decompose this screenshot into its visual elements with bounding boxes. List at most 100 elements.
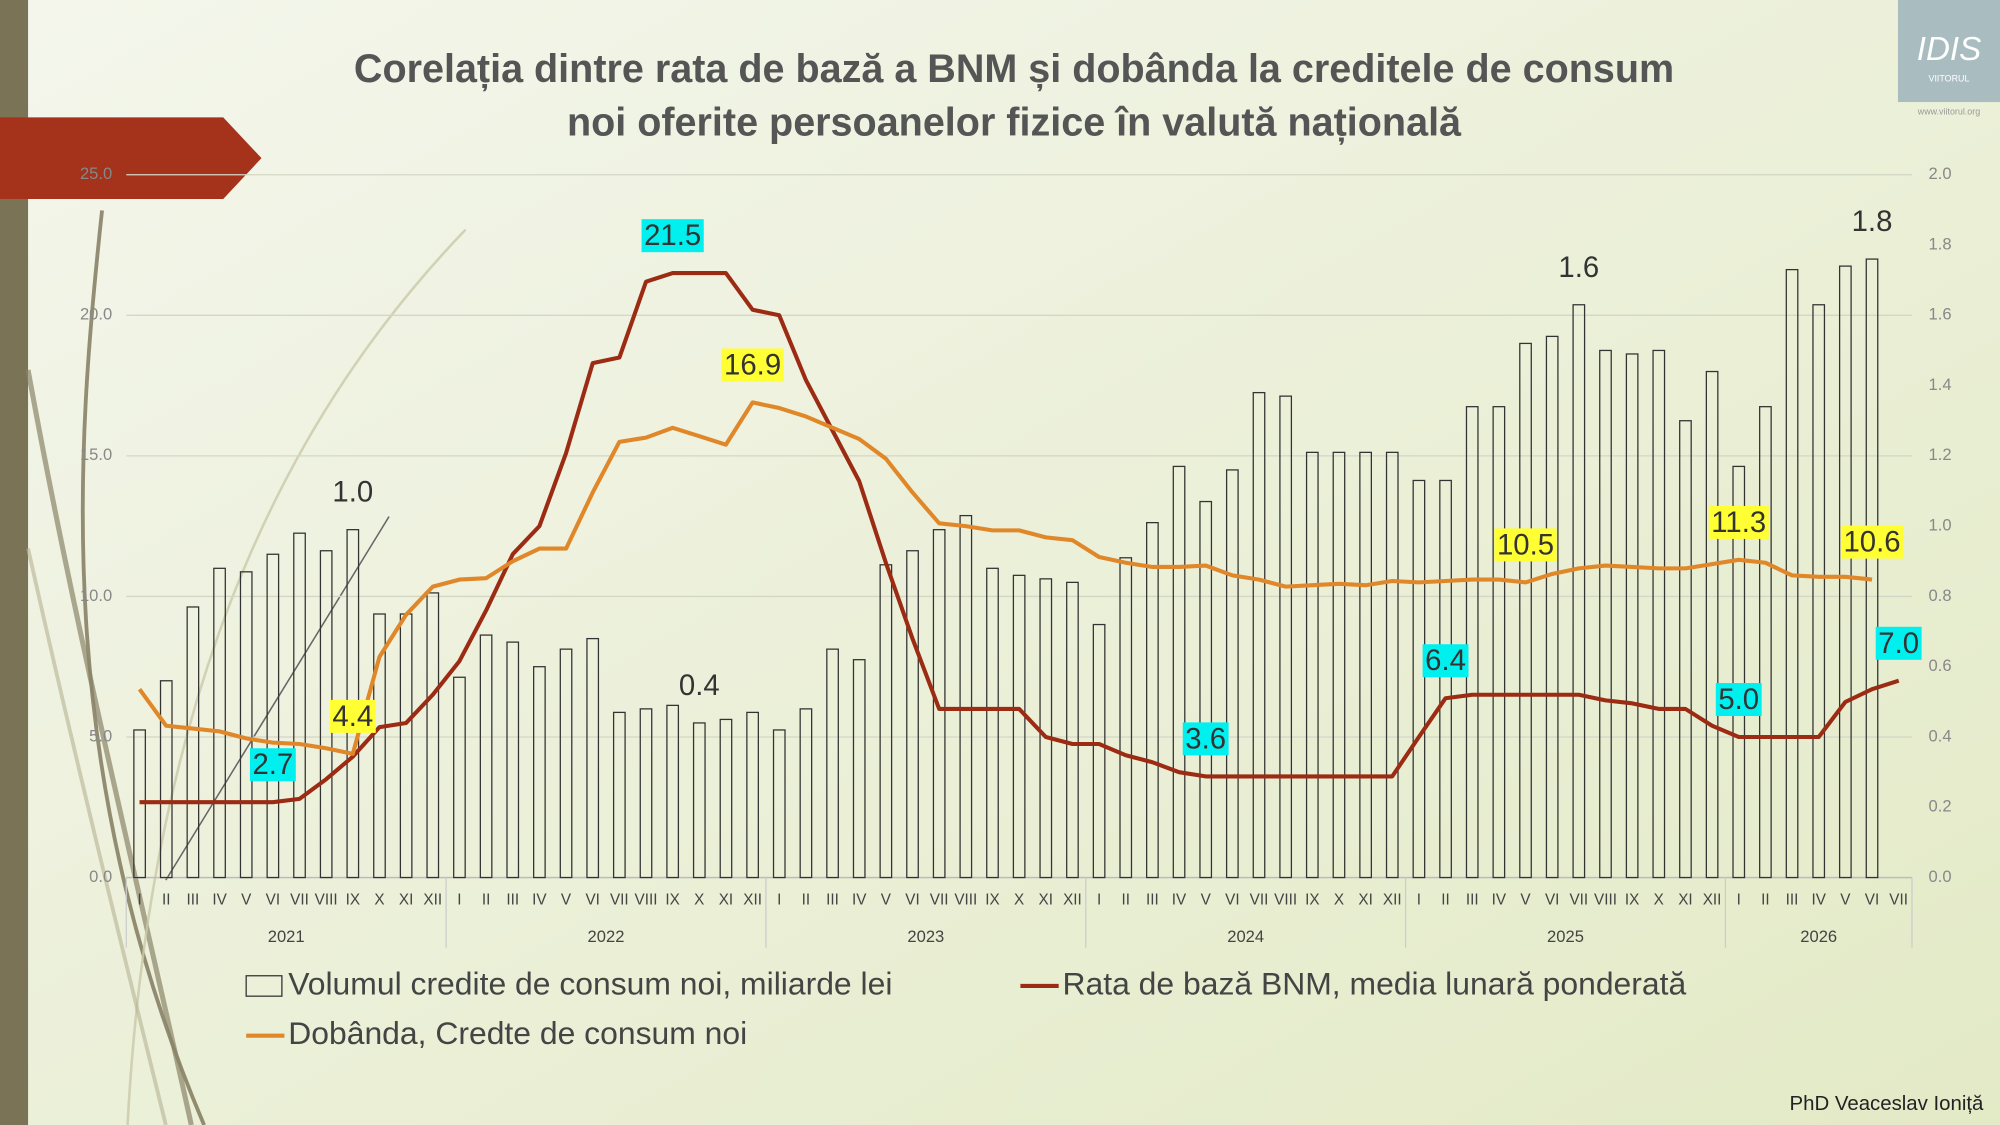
x-tick-label: XII (1063, 892, 1082, 909)
bar (586, 637, 600, 879)
bar (959, 514, 973, 879)
x-tick-label: III (1146, 892, 1159, 909)
data-label-bg (329, 699, 376, 733)
x-tick-label: X (374, 892, 384, 909)
x-tick-label: I (1097, 892, 1101, 909)
bar (1652, 349, 1666, 879)
data-label-bg (1875, 626, 1922, 660)
x-tick-label: VIII (635, 892, 658, 909)
x-tick-label: VI (905, 892, 919, 909)
bar (213, 567, 226, 879)
data-label: 3.6 (1185, 722, 1226, 755)
decor-curve (26, 548, 168, 1125)
bar (826, 648, 839, 879)
logo-box (1897, 0, 2000, 103)
x-tick-label: I (457, 892, 461, 909)
x-tick-label: VIII (1274, 892, 1297, 909)
arrow-banner (0, 117, 262, 199)
bar (293, 532, 306, 879)
x-tick-label: XI (1039, 892, 1053, 909)
x-tick-label: III (187, 892, 200, 909)
x-tick-label: II (1121, 892, 1130, 909)
bar (1625, 353, 1639, 879)
x-tick-label: V (881, 892, 892, 909)
x-tick-label: XI (1358, 892, 1372, 909)
bar (1838, 265, 1852, 879)
bar (746, 711, 759, 879)
data-label-bg (1422, 644, 1469, 678)
bar (1225, 469, 1239, 879)
x-tick-label: IX (985, 892, 999, 909)
x-group-label: 2023 (907, 927, 944, 946)
x-tick-label: I (137, 892, 141, 909)
line (139, 271, 1900, 805)
bar (1545, 335, 1559, 879)
y2-tick-label: 1.8 (1929, 234, 1952, 253)
x-tick-label: IV (1492, 892, 1507, 909)
decor-curve (25, 369, 194, 1125)
y-tick-label: 0.0 (89, 867, 112, 886)
data-label-bg (1708, 505, 1769, 539)
data-label: 21.5 (644, 219, 701, 252)
bar (1412, 479, 1426, 879)
bar (533, 666, 546, 879)
x-group-label: 2024 (1227, 927, 1264, 946)
bar (1599, 349, 1612, 879)
bar (1865, 258, 1879, 879)
x-tick-label: XI (719, 892, 733, 909)
bar (1119, 557, 1133, 879)
bar (559, 648, 573, 879)
x-tick-label: IX (1305, 892, 1319, 909)
bar (1439, 479, 1452, 879)
bar (986, 567, 999, 879)
x-tick-label: IX (665, 892, 679, 909)
y2-tick-label: 1.2 (1929, 445, 1952, 464)
data-label: 0.4 (679, 669, 720, 702)
data-label: 2.7 (252, 748, 293, 781)
bar (1305, 451, 1319, 879)
legend-label: Dobânda, Credte de consum noi (288, 1015, 747, 1051)
bar (1679, 420, 1692, 879)
bar (1092, 623, 1106, 879)
bar (426, 592, 440, 879)
y-tick-label: 20.0 (80, 305, 112, 324)
bar (506, 641, 520, 879)
x-tick-label: X (694, 892, 704, 909)
bar (852, 659, 866, 879)
data-label-bg (1182, 722, 1229, 756)
x-tick-label: III (1786, 892, 1799, 909)
y2-tick-label: 1.6 (1929, 305, 1952, 324)
data-label-bg (1494, 528, 1557, 562)
decor-curve (126, 228, 467, 1125)
x-tick-label: IX (346, 892, 360, 909)
legend-label: Rata de bază BNM, media lunară ponderată (1063, 965, 1687, 1001)
legend-label: Volumul credite de consum noi, miliarde … (288, 965, 892, 1001)
bar (1519, 342, 1532, 879)
bar (1705, 370, 1719, 879)
bar (906, 550, 919, 879)
data-label: 4.4 (332, 700, 373, 733)
data-label-bg (721, 348, 784, 382)
y2-tick-label: 1.0 (1929, 516, 1952, 535)
data-label: 11.3 (1711, 506, 1766, 539)
chart-title: Corelația dintre rata de bază a BNM și d… (354, 47, 1674, 91)
bar (799, 708, 813, 879)
trend-line (165, 516, 390, 881)
bar (1066, 581, 1079, 879)
y-tick-label: 10.0 (80, 586, 112, 605)
x-tick-label: XII (423, 892, 442, 909)
y-tick-label: 5.0 (89, 726, 112, 745)
x-tick-label: VII (1569, 892, 1588, 909)
x-tick-label: VII (1889, 892, 1908, 909)
bar (1492, 406, 1506, 879)
x-tick-label: X (1334, 892, 1344, 909)
data-label: 1.6 (1558, 251, 1599, 284)
x-tick-label: II (1441, 892, 1449, 909)
x-tick-label: V (241, 892, 252, 909)
x-tick-label: II (162, 892, 171, 909)
y2-tick-label: 0.4 (1929, 726, 1952, 745)
data-label: 16.9 (724, 348, 781, 381)
x-tick-label: XI (399, 892, 413, 909)
bar (1279, 395, 1293, 879)
bar (479, 634, 493, 879)
